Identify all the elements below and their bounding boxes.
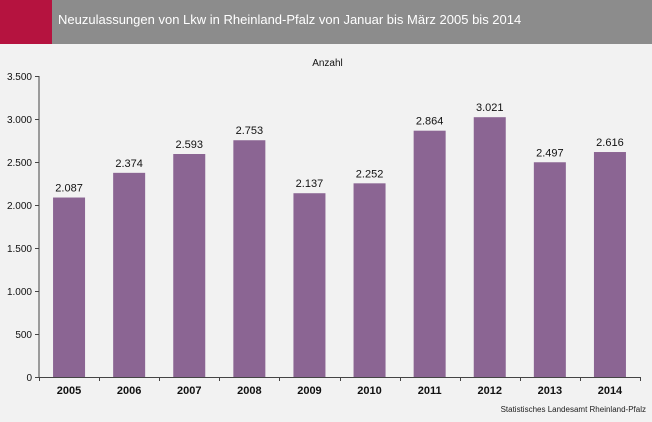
header-accent-block (0, 0, 52, 44)
bar-2011 (413, 130, 446, 377)
chart-title: Neuzulassungen von Lkw in Rheinland-Pfal… (58, 12, 522, 27)
series-label: Anzahl (312, 58, 343, 69)
y-tick-label: 1.000 (7, 287, 32, 298)
bar-value-label: 2.753 (236, 125, 264, 137)
bar-2010 (353, 183, 386, 377)
x-tick-label: 2005 (57, 385, 81, 397)
bar-2012 (473, 117, 506, 377)
bar-chart: Anzahl 0 500 1.000 1.500 2.000 2.500 3.000 3.500… (7, 58, 641, 397)
y-tick-label: 3.500 (7, 72, 32, 83)
bar-value-label: 2.593 (175, 139, 203, 151)
bar-2006 (113, 172, 146, 377)
x-tick-label: 2006 (117, 385, 141, 397)
y-tick-label: 3.000 (7, 115, 32, 126)
x-tick-label: 2011 (418, 385, 442, 397)
bar-2009 (293, 193, 326, 377)
source-note: Statistisches Landesamt Rheinland-Pfalz (500, 405, 646, 414)
x-tick-label: 2014 (598, 385, 623, 397)
bar-value-label: 2.374 (115, 158, 143, 170)
bar-value-label: 2.252 (356, 168, 384, 180)
bar-value-label: 2.087 (55, 183, 83, 195)
x-tick-label: 2007 (177, 385, 201, 397)
bar-value-label: 2.137 (296, 178, 324, 190)
x-tick-label: 2008 (237, 385, 261, 397)
x-tick-label: 2013 (538, 385, 562, 397)
bar-2008 (233, 140, 266, 377)
x-tick-label: 2012 (478, 385, 502, 397)
bar-2007 (173, 154, 206, 377)
bar-2014 (593, 152, 626, 377)
y-tick-label: 2.000 (7, 201, 32, 212)
bar-2005 (53, 197, 86, 377)
y-tick-label: 1.500 (7, 244, 32, 255)
bar-value-label: 2.616 (596, 137, 624, 149)
x-tick-label: 2009 (297, 385, 321, 397)
bar-value-label: 2.497 (536, 147, 564, 159)
x-tick-label: 2010 (357, 385, 381, 397)
bar-value-label: 2.864 (416, 116, 444, 128)
bar-value-label: 3.021 (476, 102, 504, 114)
bar-2013 (533, 162, 566, 377)
y-tick-label: 2.500 (7, 158, 32, 169)
y-tick-label: 0 (26, 373, 32, 384)
chart-header: Neuzulassungen von Lkw in Rheinland-Pfal… (0, 0, 652, 44)
y-tick-label: 500 (15, 330, 32, 341)
